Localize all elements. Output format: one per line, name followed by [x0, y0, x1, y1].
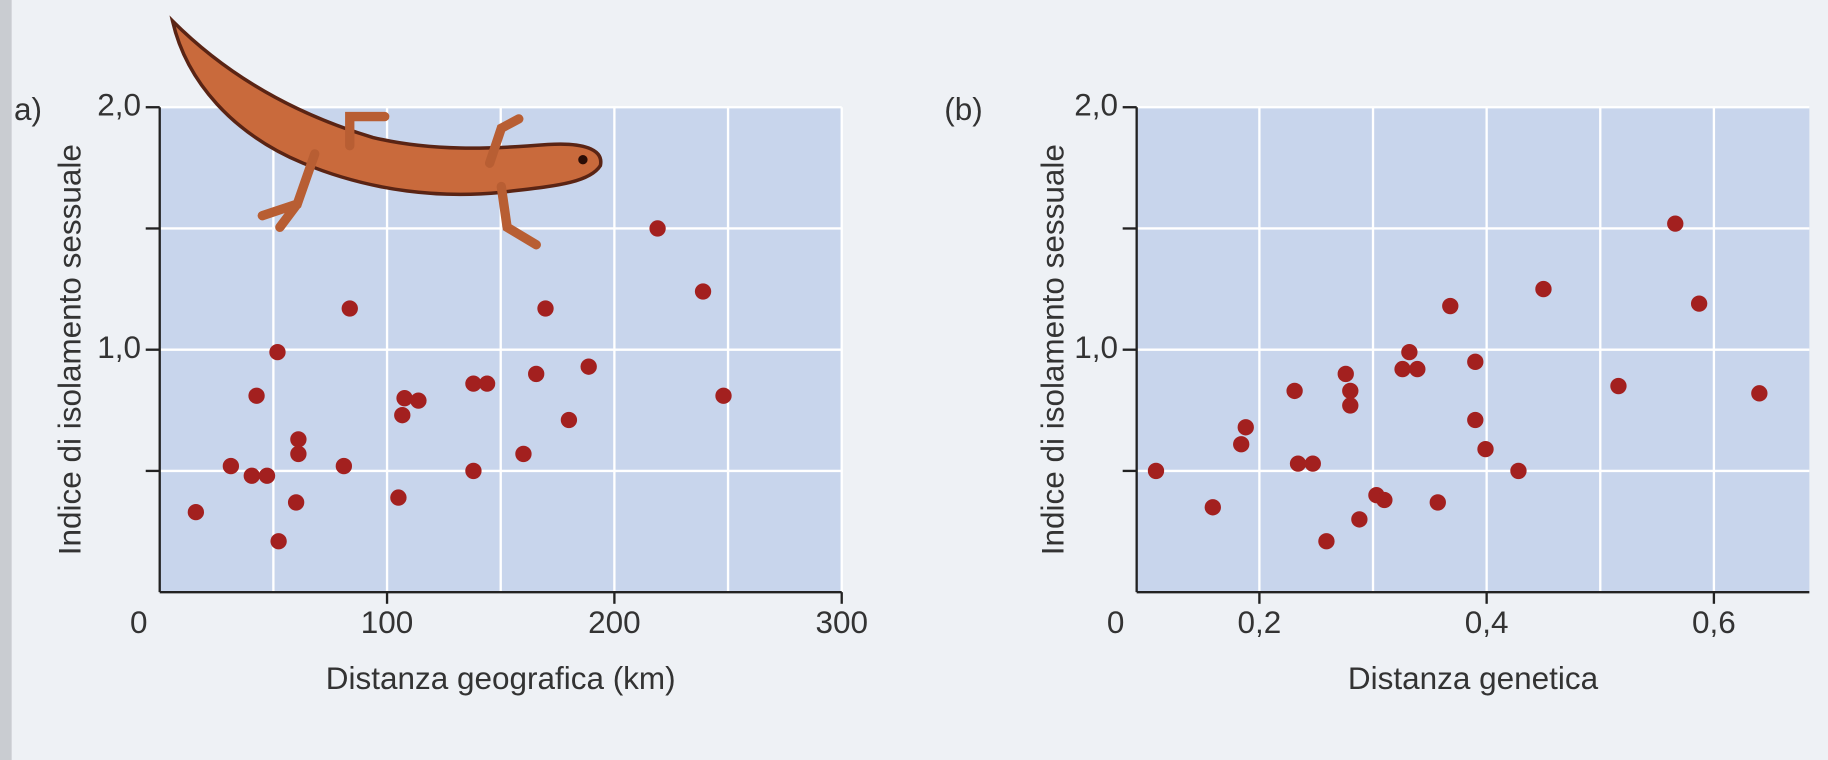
point — [1342, 382, 1359, 400]
x-tick-label: 200 — [588, 605, 641, 640]
point — [1351, 511, 1368, 528]
y-tick-label: 1,0 — [97, 330, 141, 365]
point — [269, 343, 286, 361]
point — [1394, 360, 1411, 378]
point — [410, 392, 427, 409]
origin-label: 0 — [1107, 605, 1125, 640]
point — [537, 300, 554, 317]
point — [465, 462, 482, 480]
y-axis-label: Indice di isolamento sessuale — [1035, 144, 1070, 555]
point — [394, 406, 411, 424]
point — [1289, 455, 1307, 472]
point — [1304, 455, 1321, 472]
point — [1337, 365, 1354, 383]
salamander-illustration — [169, 15, 603, 250]
point — [243, 467, 260, 484]
point — [1147, 462, 1165, 480]
point — [1535, 280, 1552, 298]
point — [1342, 397, 1359, 414]
x-tick-label: 0,4 — [1465, 605, 1509, 640]
point — [1690, 295, 1708, 312]
plots: 100 200 300 1,0 2,0 0 a) Distanza geografica (k… — [14, 88, 1810, 696]
point — [341, 300, 358, 317]
y-tick-label: 2,0 — [1074, 88, 1118, 123]
point — [290, 431, 307, 448]
y-tick-label: 1,0 — [1074, 330, 1118, 365]
point — [649, 220, 666, 237]
x-axis-label: Distanza genetica — [1348, 661, 1599, 696]
point — [560, 411, 578, 429]
point — [1233, 436, 1250, 453]
point — [1409, 360, 1426, 378]
point — [1751, 385, 1768, 402]
point — [465, 375, 482, 392]
point — [270, 533, 287, 550]
y-axis-label: Indice di isolamento sessuale — [53, 144, 88, 555]
point — [1318, 533, 1335, 550]
point — [1477, 440, 1494, 458]
point — [580, 358, 597, 375]
point — [1467, 411, 1484, 429]
point — [1401, 343, 1418, 361]
point — [1237, 419, 1254, 436]
point — [1204, 499, 1221, 516]
point — [1429, 494, 1446, 511]
point — [290, 445, 307, 463]
point — [187, 503, 205, 521]
y-tick-label: 2,0 — [97, 88, 141, 123]
point — [694, 283, 712, 300]
point — [287, 494, 305, 511]
point — [1610, 377, 1627, 395]
x-tick-label: 300 — [815, 605, 868, 640]
point — [515, 445, 532, 463]
point — [248, 387, 265, 404]
point — [528, 365, 545, 383]
point — [1667, 215, 1684, 232]
panel-label: a) — [14, 92, 42, 127]
point — [396, 390, 413, 407]
x-tick-label: 0,6 — [1692, 605, 1736, 640]
point — [1376, 491, 1393, 509]
point — [1510, 462, 1527, 480]
x-tick-label: 100 — [361, 605, 414, 640]
point — [335, 457, 353, 475]
point — [1286, 382, 1303, 400]
point — [390, 489, 407, 506]
x-axis-label: Distanza geografica (km) — [326, 661, 676, 696]
point — [478, 375, 496, 392]
origin-label: 0 — [130, 605, 148, 640]
point — [222, 457, 240, 475]
panel-label: (b) — [944, 92, 982, 127]
point — [1467, 353, 1484, 370]
page-edge — [0, 0, 12, 760]
point — [715, 387, 732, 404]
point — [1442, 297, 1459, 315]
x-tick-label: 0,2 — [1238, 605, 1282, 640]
point — [258, 467, 276, 484]
